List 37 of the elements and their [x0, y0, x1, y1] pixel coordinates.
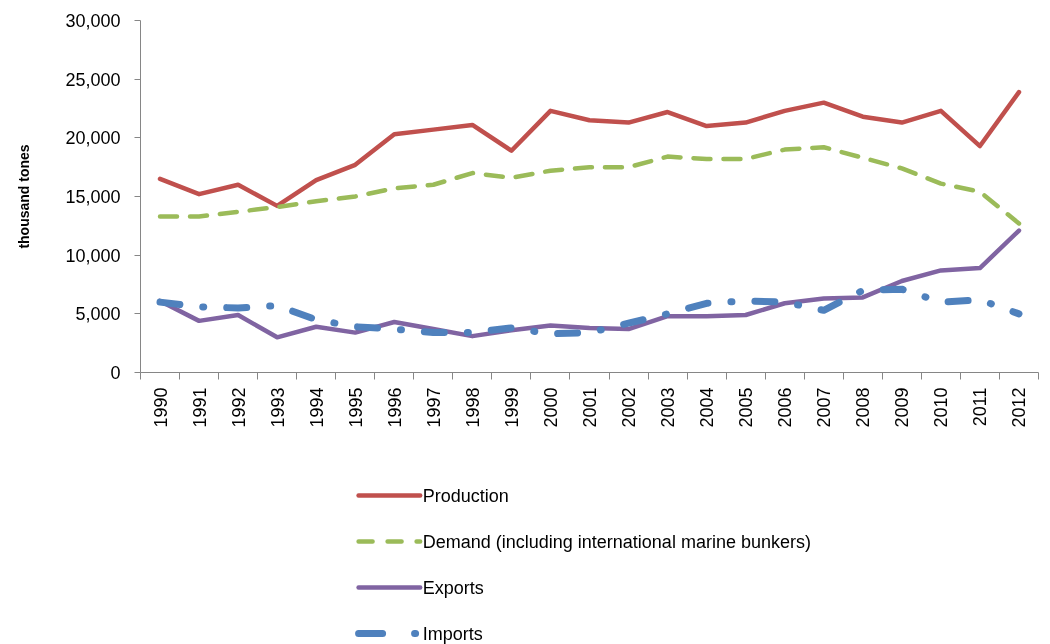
- x-tick-label: 1994: [306, 387, 327, 428]
- legend-label: Demand (including international marine bunkers): [422, 531, 811, 552]
- x-tick-label: 1992: [228, 387, 249, 428]
- x-tick-label: 1995: [345, 387, 366, 428]
- y-tick-label: 0: [110, 363, 121, 383]
- y-axis-title: thousand tones: [16, 144, 33, 249]
- x-tick-label: 2007: [814, 387, 835, 428]
- x-tick-label: 2002: [619, 387, 640, 428]
- x-tick-label: 1991: [189, 387, 210, 428]
- legend-label: Production: [422, 485, 509, 506]
- x-tick-label: 1998: [462, 387, 483, 428]
- x-tick-label: 2004: [697, 387, 718, 428]
- y-tick-label: 30,000: [65, 11, 121, 31]
- x-tick-label: 1993: [267, 387, 288, 428]
- y-tick-label: 25,000: [65, 69, 121, 90]
- x-tick-label: 2011: [970, 387, 991, 427]
- x-tick-label: 2012: [1009, 387, 1030, 428]
- x-tick-label: 1999: [501, 387, 522, 428]
- x-tick-label: 2001: [580, 387, 600, 428]
- x-tick-label: 2009: [892, 387, 913, 428]
- line-series: [157, 89, 1022, 209]
- x-tick-label: 2006: [775, 387, 796, 428]
- x-tick-label: 2003: [658, 387, 679, 428]
- y-tick-label: 5,000: [75, 304, 121, 325]
- x-tick-label: 2010: [931, 387, 952, 428]
- legend-label: Exports: [422, 577, 484, 598]
- x-tick-label: 1990: [150, 387, 171, 428]
- legend-label: Imports: [422, 623, 483, 644]
- y-tick-label: 15,000: [65, 187, 121, 207]
- x-tick-label: 2000: [540, 387, 561, 428]
- x-tick-label: 1996: [384, 387, 405, 428]
- x-tick-label: 2008: [853, 387, 874, 428]
- x-tick-label: 2005: [736, 387, 757, 428]
- x-tick-label: 1997: [423, 387, 444, 428]
- line-series: [157, 144, 1022, 226]
- y-tick-label: 20,000: [65, 128, 121, 149]
- y-tick-label: 10,000: [65, 245, 121, 266]
